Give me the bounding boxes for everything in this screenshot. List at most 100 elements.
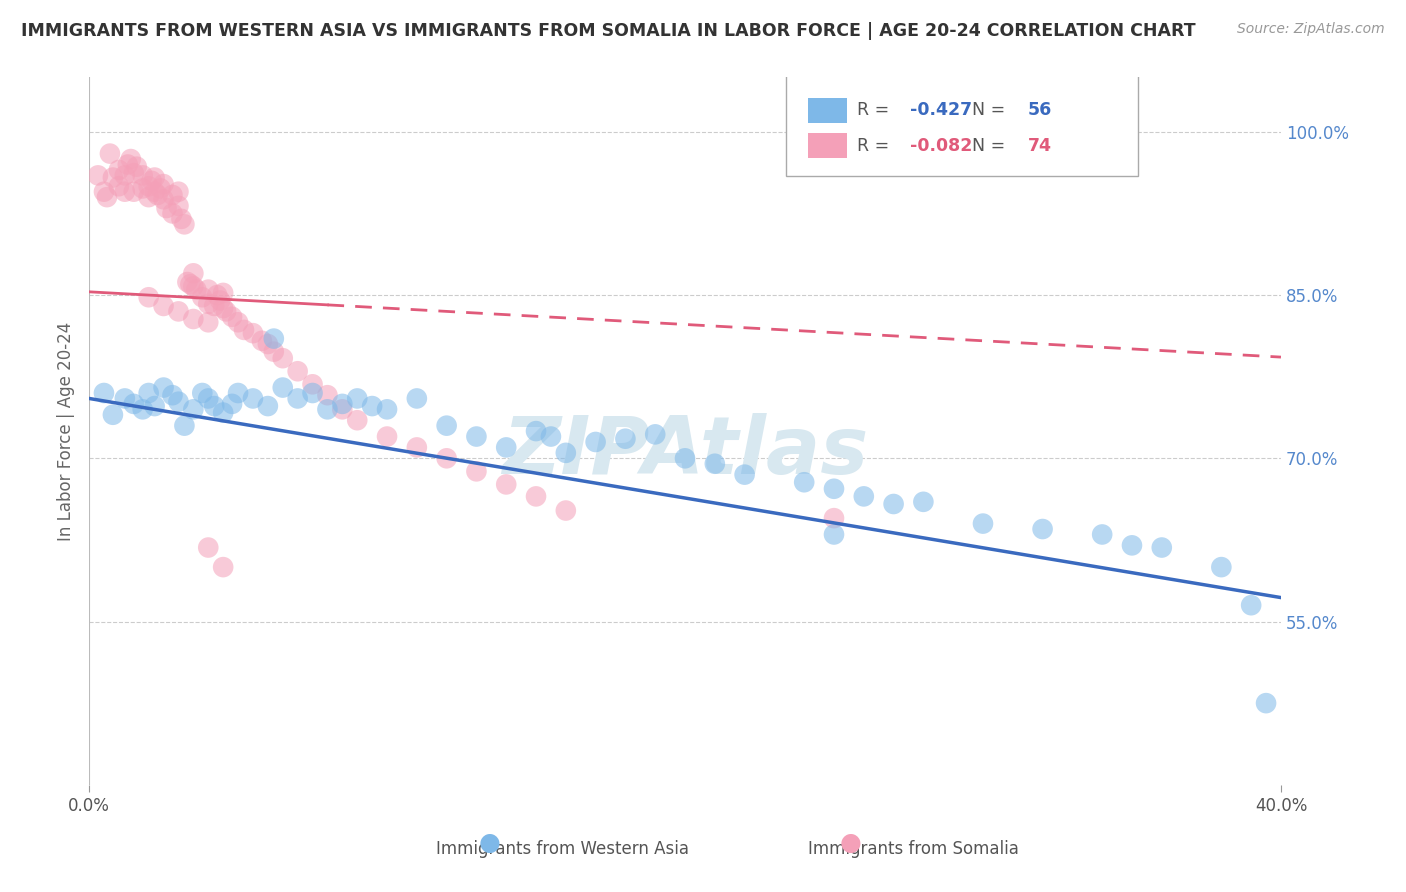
Text: ●: ●: [839, 830, 862, 855]
Y-axis label: In Labor Force | Age 20-24: In Labor Force | Age 20-24: [58, 321, 75, 541]
Point: [263, 344, 285, 359]
Point: [167, 185, 190, 199]
Point: [101, 408, 124, 422]
Point: [197, 315, 219, 329]
Point: [131, 169, 153, 183]
Text: Source: ZipAtlas.com: Source: ZipAtlas.com: [1237, 22, 1385, 37]
Point: [540, 429, 562, 443]
Point: [436, 418, 458, 433]
Point: [703, 457, 725, 471]
Text: ●: ●: [478, 830, 501, 855]
Point: [375, 429, 398, 443]
Point: [191, 386, 214, 401]
Point: [346, 392, 368, 406]
Point: [197, 392, 219, 406]
Point: [242, 392, 264, 406]
Point: [271, 380, 294, 394]
Point: [162, 388, 184, 402]
Text: Immigrants from Somalia: Immigrants from Somalia: [808, 840, 1019, 858]
Point: [205, 288, 228, 302]
Point: [93, 185, 115, 199]
Point: [405, 441, 427, 455]
Point: [212, 285, 235, 300]
Text: N =: N =: [972, 101, 1011, 120]
Point: [215, 304, 238, 318]
Point: [173, 218, 195, 232]
Text: IMMIGRANTS FROM WESTERN ASIA VS IMMIGRANTS FROM SOMALIA IN LABOR FORCE | AGE 20-: IMMIGRANTS FROM WESTERN ASIA VS IMMIGRAN…: [21, 22, 1195, 40]
Point: [495, 477, 517, 491]
Point: [152, 380, 174, 394]
Point: [108, 179, 131, 194]
Point: [143, 185, 166, 199]
Point: [221, 310, 243, 324]
Point: [614, 432, 637, 446]
Point: [1032, 522, 1054, 536]
Point: [316, 402, 339, 417]
Point: [202, 399, 225, 413]
Text: Immigrants from Western Asia: Immigrants from Western Asia: [436, 840, 689, 858]
Point: [495, 441, 517, 455]
Point: [146, 188, 169, 202]
Text: -0.427: -0.427: [910, 101, 972, 120]
Text: R =: R =: [858, 136, 896, 154]
Point: [149, 181, 172, 195]
Point: [852, 489, 875, 503]
Point: [912, 495, 935, 509]
Point: [316, 388, 339, 402]
Point: [212, 560, 235, 574]
Point: [87, 169, 110, 183]
Point: [138, 179, 160, 194]
Point: [554, 446, 576, 460]
Point: [108, 163, 131, 178]
Point: [183, 266, 205, 280]
Text: ZIPAtlas: ZIPAtlas: [502, 413, 868, 491]
Point: [155, 201, 177, 215]
Point: [1254, 696, 1277, 710]
Point: [96, 190, 118, 204]
Point: [183, 279, 205, 293]
Point: [122, 397, 145, 411]
Point: [176, 275, 198, 289]
Point: [823, 527, 845, 541]
Point: [179, 277, 201, 292]
Point: [131, 402, 153, 417]
Point: [1121, 538, 1143, 552]
Point: [330, 402, 353, 417]
Point: [209, 293, 232, 308]
Point: [436, 451, 458, 466]
Point: [117, 157, 139, 171]
Point: [226, 386, 249, 401]
Point: [221, 397, 243, 411]
Point: [346, 413, 368, 427]
Point: [375, 402, 398, 417]
Point: [793, 475, 815, 490]
Point: [202, 299, 225, 313]
Point: [167, 199, 190, 213]
Point: [162, 188, 184, 202]
Point: [287, 364, 309, 378]
Point: [301, 377, 323, 392]
Point: [524, 489, 547, 503]
Point: [1091, 527, 1114, 541]
Point: [212, 406, 235, 420]
Point: [143, 170, 166, 185]
Point: [883, 497, 905, 511]
Point: [242, 326, 264, 340]
Point: [465, 429, 488, 443]
Point: [167, 304, 190, 318]
Text: N =: N =: [972, 136, 1011, 154]
Text: R =: R =: [858, 101, 896, 120]
FancyBboxPatch shape: [808, 98, 848, 122]
FancyBboxPatch shape: [808, 133, 848, 158]
Point: [972, 516, 994, 531]
Point: [301, 386, 323, 401]
Point: [98, 146, 121, 161]
Text: 74: 74: [1028, 136, 1052, 154]
Point: [257, 399, 280, 413]
Point: [122, 185, 145, 199]
Point: [644, 427, 666, 442]
Point: [138, 290, 160, 304]
Point: [554, 503, 576, 517]
Point: [170, 211, 193, 226]
Point: [152, 177, 174, 191]
